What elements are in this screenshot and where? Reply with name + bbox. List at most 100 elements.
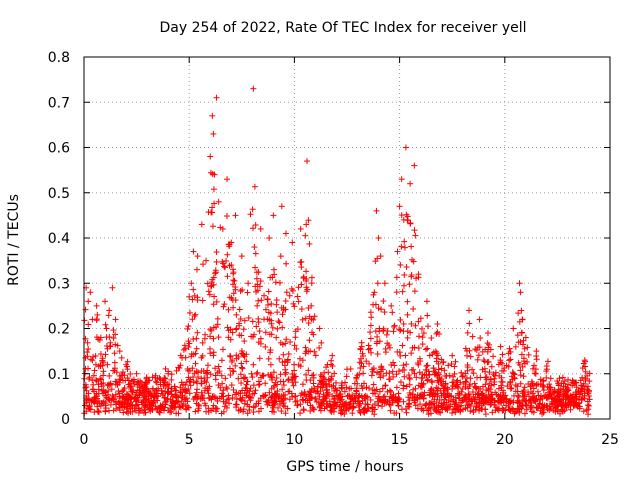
scatter-point [485, 387, 492, 394]
scatter-point [376, 388, 383, 395]
scatter-point [360, 406, 367, 413]
y-tick-label: 0.2 [48, 322, 70, 338]
scatter-point [237, 390, 244, 397]
scatter-point [516, 406, 523, 413]
scatter-point [97, 351, 104, 358]
scatter-point [287, 339, 294, 346]
scatter-point [476, 316, 483, 323]
y-tick-label: 0.6 [48, 141, 70, 157]
scatter-point [414, 360, 421, 367]
scatter-point [499, 351, 506, 358]
scatter-point [215, 334, 222, 341]
scatter-point [98, 383, 105, 390]
scatter-point [302, 391, 309, 398]
scatter-point [415, 345, 422, 352]
scatter-point [503, 395, 510, 402]
scatter-point [470, 407, 477, 414]
scatter-point [524, 389, 531, 396]
scatter-point [527, 383, 534, 390]
scatter-point [530, 365, 537, 372]
scatter-point [236, 322, 243, 329]
scatter-point [273, 390, 280, 397]
scatter-point [354, 398, 361, 405]
scatter-point [210, 335, 217, 342]
scatter-point [363, 407, 370, 414]
scatter-point [161, 407, 168, 414]
scatter-point [576, 400, 583, 407]
scatter-point [445, 362, 452, 369]
scatter-point [192, 360, 199, 367]
scatter-point [560, 380, 567, 387]
scatter-point [489, 409, 496, 416]
scatter-point [488, 401, 495, 408]
scatter-point [158, 387, 165, 394]
scatter-point [424, 345, 431, 352]
scatter-point [244, 410, 251, 417]
scatter-point [341, 379, 348, 386]
scatter-point [207, 350, 214, 357]
scatter-point [518, 351, 525, 358]
scatter-point [237, 288, 244, 295]
scatter-point [124, 403, 131, 410]
scatter-point [391, 362, 398, 369]
scatter-point [515, 310, 522, 317]
scatter-point [233, 325, 240, 332]
scatter-point [252, 283, 259, 290]
scatter-point [213, 94, 220, 101]
scatter-point [274, 309, 281, 316]
scatter-point [433, 355, 440, 362]
scatter-point [449, 379, 456, 386]
scatter-point [271, 271, 278, 278]
y-tick-label: 0.7 [48, 95, 70, 111]
scatter-point [572, 389, 579, 396]
scatter-point [257, 225, 264, 232]
scatter-point [203, 257, 210, 264]
scatter-point [428, 401, 435, 408]
scatter-point [378, 306, 385, 313]
scatter-point [100, 368, 107, 375]
scatter-point [460, 380, 467, 387]
scatter-point [270, 369, 277, 376]
scatter-point [395, 390, 402, 397]
scatter-point [425, 411, 432, 418]
scatter-point [386, 387, 393, 394]
scatter-point [318, 339, 325, 346]
scatter-point [232, 286, 239, 293]
scatter-point [297, 225, 304, 232]
scatter-point [457, 402, 464, 409]
scatter-point [292, 379, 299, 386]
scatter-point [251, 244, 258, 251]
scatter-point [221, 301, 228, 308]
scatter-point [276, 319, 283, 326]
scatter-point [212, 405, 219, 412]
scatter-point [257, 335, 264, 342]
scatter-point [230, 269, 237, 276]
scatter-point [474, 344, 481, 351]
scatter-point [435, 402, 442, 409]
scatter-point [303, 221, 310, 228]
scatter-point [149, 385, 156, 392]
scatter-point [305, 348, 312, 355]
scatter-point [509, 405, 516, 412]
scatter-point [94, 311, 101, 318]
scatter-point [192, 408, 199, 415]
scatter-point [447, 398, 454, 405]
scatter-point [299, 357, 306, 364]
scatter-point [85, 365, 92, 372]
scatter-point [85, 405, 92, 412]
scatter-point [119, 368, 126, 375]
scatter-point [220, 398, 227, 405]
scatter-point [100, 399, 107, 406]
scatter-point [313, 398, 320, 405]
scatter-point [125, 377, 132, 384]
scatter-point [519, 397, 526, 404]
scatter-point [524, 344, 531, 351]
scatter-point [292, 398, 299, 405]
scatter-point [288, 285, 295, 292]
scatter-point [102, 321, 109, 328]
scatter-point [266, 235, 273, 241]
scatter-point [565, 396, 572, 403]
scatter-point [262, 306, 269, 313]
scatter-point [111, 359, 118, 366]
scatter-point [324, 389, 331, 396]
